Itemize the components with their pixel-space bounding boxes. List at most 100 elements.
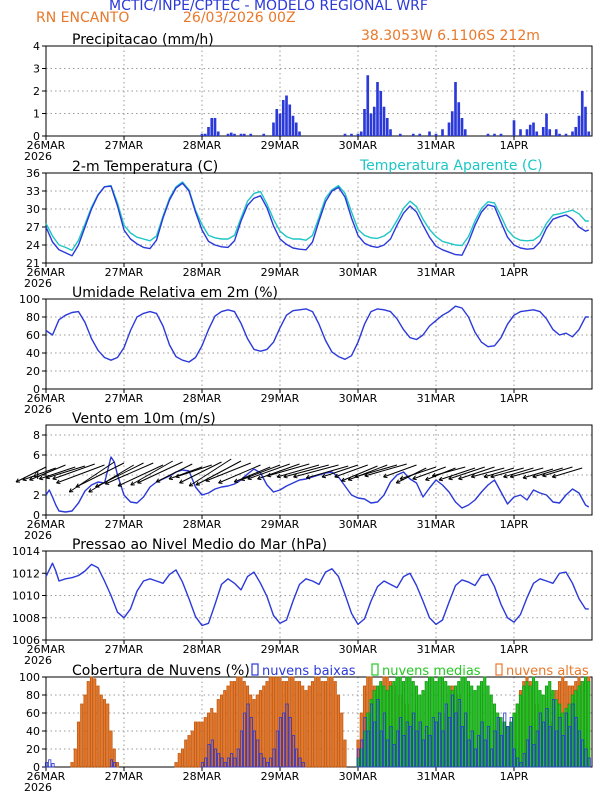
cloud-low-bar xyxy=(408,726,413,768)
x-tick-label: 30MAR xyxy=(339,643,378,656)
x-tick-label: 27MAR xyxy=(105,392,144,405)
x-tick-label: 29MAR xyxy=(261,392,300,405)
precip-bar xyxy=(463,129,467,136)
cloud-low-bar xyxy=(259,753,263,768)
legend-low-swatch xyxy=(251,663,259,676)
x-tick-label: 27MAR xyxy=(105,139,144,152)
panel-title: Cobertura de Nuvens (%) xyxy=(72,663,250,679)
wind-vector xyxy=(130,460,173,486)
cloud-high-bar xyxy=(336,694,341,768)
cloud-high-bar xyxy=(184,739,188,768)
wind-vector xyxy=(490,467,524,478)
cloud-high-bar xyxy=(200,721,204,768)
wind-vector xyxy=(15,466,47,483)
cloud-low-bar xyxy=(109,759,114,768)
cloud-low-bar xyxy=(415,730,419,768)
cloud-low-bar xyxy=(275,730,279,768)
precip-bar xyxy=(499,133,503,136)
cloud-low-bar xyxy=(265,762,270,768)
panel-title: Umidade Relativa em 2m (%) xyxy=(72,285,278,301)
precip-bar xyxy=(200,133,204,136)
wind-vector xyxy=(257,463,300,480)
wind-vector xyxy=(117,464,164,487)
cloud-low-bar xyxy=(551,699,556,768)
wind-vector xyxy=(483,467,515,478)
cloud-low-bar xyxy=(470,730,474,768)
wind-vector-head xyxy=(155,478,161,483)
precip-bar xyxy=(229,132,233,136)
precip-bar xyxy=(535,131,539,136)
precip-bar xyxy=(343,133,347,136)
cloud-high-bar xyxy=(320,681,324,768)
cloud-low-bar xyxy=(272,748,276,768)
wind-vector-head xyxy=(483,473,489,479)
precip-bar xyxy=(369,113,373,136)
x-tick-label: 1APR xyxy=(500,643,529,656)
apparent-temperature-line xyxy=(45,181,589,252)
wind-vector-head xyxy=(130,481,135,486)
wind-vector xyxy=(95,462,144,488)
wind-vector-head xyxy=(104,480,110,485)
cloud-high-bar xyxy=(174,762,178,768)
wind-vector-head xyxy=(293,473,298,479)
legend-mid-label: nuvens medias xyxy=(382,664,481,679)
cloud-low-bar xyxy=(373,721,377,768)
wind-vector xyxy=(348,464,388,481)
precip-bar xyxy=(558,133,561,136)
panel-frame xyxy=(45,424,593,516)
x-tick-label: 28MAR xyxy=(183,392,222,405)
precip-bar xyxy=(382,106,386,136)
cloud-low-bar xyxy=(386,739,390,768)
panel-title: Pressao ao Nivel Medio do Mar (hPa) xyxy=(72,537,327,553)
precip-bar xyxy=(272,122,275,136)
x-tick-label: 1APR xyxy=(500,266,529,279)
cloud-low-bar xyxy=(425,726,429,768)
cloud-high-bar xyxy=(226,685,230,768)
panel-title: 2-m Temperatura (C) xyxy=(72,159,218,175)
cloud-high-bar xyxy=(304,690,308,768)
wind-vector xyxy=(532,467,563,478)
cloud-low-bar xyxy=(252,730,257,768)
cloud-low-bar xyxy=(217,753,221,768)
precip-bar xyxy=(548,129,552,136)
panel-title: Vento em 10m (m/s) xyxy=(72,411,216,427)
cloud-low-bar xyxy=(291,735,296,768)
cloud-low-bar xyxy=(382,712,387,768)
panel-pressure: 1006 1008 1010 1012 1014 26MAR 27MAR 28MAR 29MAR… xyxy=(12,537,593,667)
x-tick-label: 26MAR xyxy=(27,518,66,531)
cloud-low-bar xyxy=(366,730,370,768)
wind-vector xyxy=(234,466,271,483)
wind-vector xyxy=(29,464,66,481)
cloud-low-bar xyxy=(249,717,253,768)
wind-vector xyxy=(341,465,378,482)
cloud-high-bar xyxy=(317,676,321,768)
wind-vector xyxy=(105,462,154,485)
cloud-low-bar xyxy=(483,739,487,768)
cloud-low-bar xyxy=(233,757,237,768)
x-year-label: 2026 xyxy=(24,654,52,667)
wind-vector-head xyxy=(15,478,21,483)
cloud-low-bar xyxy=(535,730,539,768)
precip-bar xyxy=(493,133,496,136)
cloud-low-bar xyxy=(499,735,504,768)
apparent-legend: Temperatura Aparente (C) xyxy=(359,158,543,174)
wind-vector-head xyxy=(247,475,252,481)
y-tick-label: 1008 xyxy=(12,612,40,625)
wind-vector-head xyxy=(240,476,246,482)
precip-bar xyxy=(372,106,376,136)
cloud-low-bar xyxy=(230,753,234,768)
wind-vector-head xyxy=(509,473,515,479)
y-tick-label: 1006 xyxy=(12,634,40,647)
x-tick-label: 29MAR xyxy=(261,139,300,152)
cloud-low-bar xyxy=(477,735,481,768)
precip-bar xyxy=(541,127,545,136)
cloud-high-bar xyxy=(197,721,201,768)
x-tick-label: 28MAR xyxy=(183,770,222,783)
cloud-low-bar xyxy=(509,717,513,768)
x-tick-label: 30MAR xyxy=(339,392,378,405)
cloud-low-bar xyxy=(447,717,452,768)
x-tick-label: 30MAR xyxy=(339,139,378,152)
precip-bar xyxy=(457,102,461,136)
wind-vector-head xyxy=(168,475,174,481)
wind-vector-head xyxy=(283,473,288,479)
